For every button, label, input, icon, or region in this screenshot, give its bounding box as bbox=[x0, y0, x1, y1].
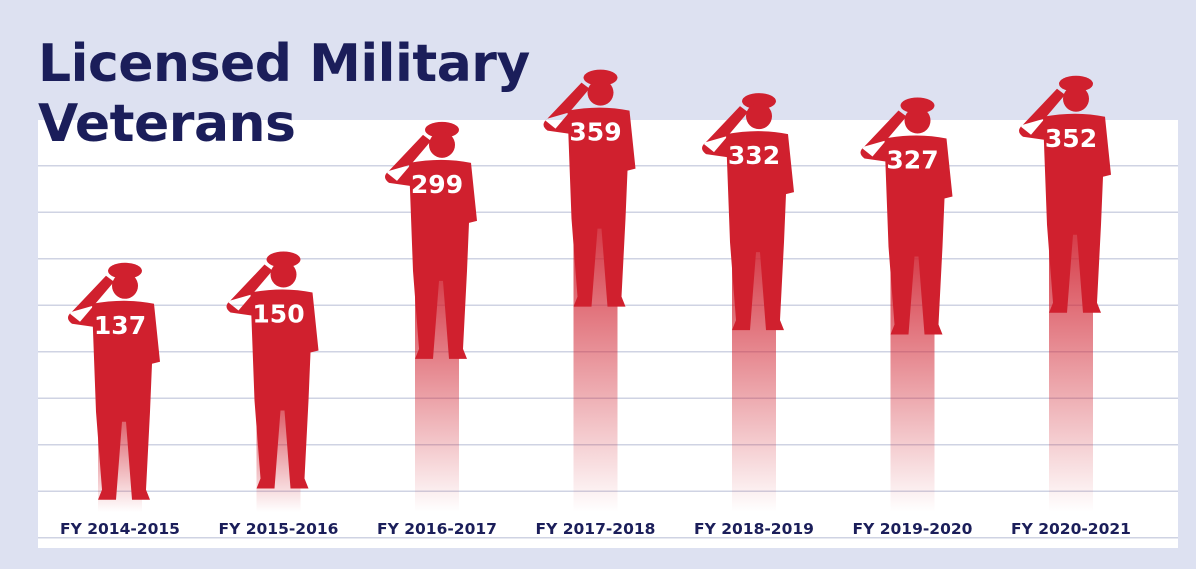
head bbox=[271, 262, 297, 288]
head bbox=[112, 273, 138, 299]
x-tick-label: FY 2014-2015 bbox=[60, 520, 180, 538]
figure bbox=[702, 93, 794, 330]
head bbox=[1063, 86, 1089, 112]
value-label: 299 bbox=[411, 170, 463, 199]
head bbox=[746, 103, 772, 129]
figure bbox=[68, 263, 160, 500]
value-label: 327 bbox=[886, 146, 938, 175]
figure bbox=[861, 98, 953, 335]
chart-title: Licensed Military Veterans bbox=[38, 34, 558, 154]
x-tick-label: FY 2017-2018 bbox=[536, 520, 656, 538]
x-tick-label: FY 2020-2021 bbox=[1011, 520, 1131, 538]
value-label: 332 bbox=[728, 141, 780, 170]
page: 137 FY 2014-2015 150 FY 2015-2016 299 FY 2016… bbox=[0, 0, 1196, 569]
value-label: 137 bbox=[94, 311, 146, 340]
figure bbox=[1019, 76, 1111, 313]
x-tick-label: FY 2015-2016 bbox=[219, 520, 339, 538]
value-label: 150 bbox=[252, 300, 304, 329]
x-tick-label: FY 2019-2020 bbox=[853, 520, 973, 538]
figure bbox=[227, 252, 319, 489]
head bbox=[905, 108, 931, 134]
value-label: 352 bbox=[1045, 124, 1097, 153]
value-label: 359 bbox=[569, 118, 621, 147]
head bbox=[588, 80, 614, 106]
x-tick-label: FY 2018-2019 bbox=[694, 520, 814, 538]
figure bbox=[385, 122, 477, 359]
x-tick-label: FY 2016-2017 bbox=[377, 520, 497, 538]
